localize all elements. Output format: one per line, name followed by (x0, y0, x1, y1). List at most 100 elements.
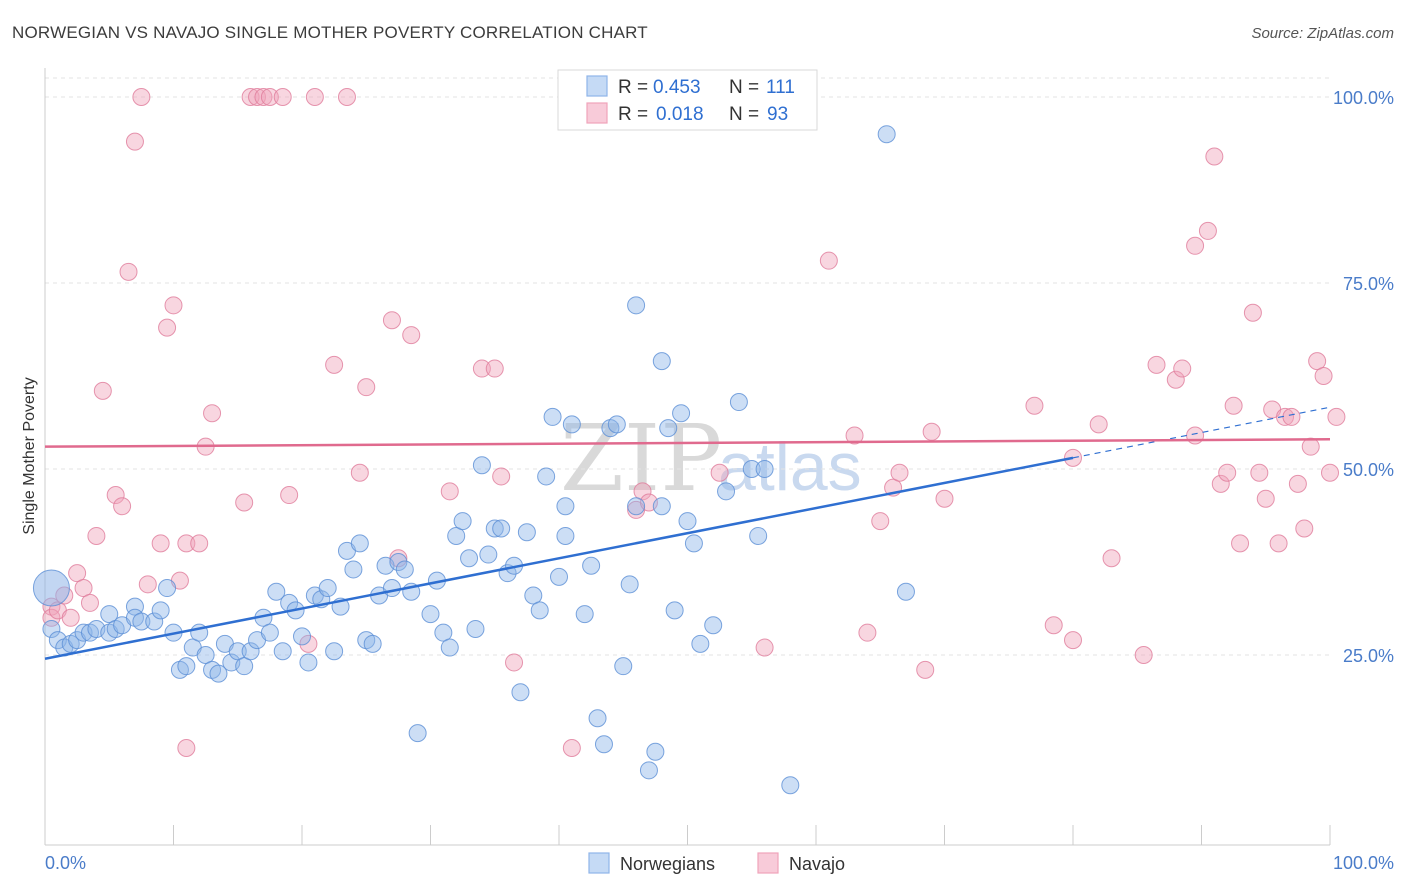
navajo-point (241, 88, 260, 106)
legend-r-value-1: 0.018 (656, 104, 704, 125)
legend-swatch-norwegians (588, 852, 610, 874)
navajo-point (922, 422, 941, 441)
norwegians-point (177, 657, 196, 676)
legend-r-value-0: 0.453 (653, 77, 701, 98)
norwegians-point (620, 575, 639, 594)
navajo-point (1276, 407, 1295, 426)
navajo-point (1269, 534, 1288, 553)
navajo-point (1224, 396, 1243, 415)
legend-n-value-0: 111 (766, 77, 795, 98)
navajo-point (158, 318, 177, 337)
legend-n-label-1: N = (729, 104, 759, 125)
navajo-point (755, 638, 774, 657)
norwegians-point (235, 657, 254, 676)
navajo-point (1211, 474, 1230, 493)
navajo-point (350, 463, 369, 482)
norwegians-point (434, 623, 453, 642)
norwegians-point (241, 642, 260, 661)
norwegians-point (652, 352, 671, 371)
legend-label-norwegians: Norwegians (620, 854, 715, 874)
y-tick-label: 75.0% (1343, 274, 1394, 294)
norwegians-point (588, 709, 607, 728)
navajo-point (382, 311, 401, 330)
norwegians-point (228, 642, 247, 661)
norwegians-point (472, 456, 491, 475)
navajo-point (710, 463, 729, 482)
navajo-point (1231, 534, 1250, 553)
norwegians-point (627, 497, 646, 516)
norwegians-point (684, 534, 703, 553)
y-tick-labels: 25.0% 50.0% 75.0% 100.0% (1333, 88, 1394, 666)
norwegians-point (639, 761, 658, 780)
norwegians-point (440, 638, 459, 657)
norwegians-point (42, 619, 61, 638)
norwegians-trend-line (44, 456, 1074, 660)
stats-legend: R = 0.453 N = 111 R = 0.018 N = 93 (557, 69, 818, 131)
navajo-point (203, 404, 222, 423)
norwegians-point (594, 735, 613, 754)
navajo-trend-line (44, 437, 1331, 448)
norwegians-point (196, 646, 215, 664)
norwegians-point (652, 497, 671, 516)
norwegians-point (729, 393, 748, 412)
norwegians-point (389, 553, 408, 571)
norwegians-point (325, 642, 344, 661)
legend-n-value-1: 93 (767, 104, 788, 125)
navajo-point (1295, 519, 1314, 538)
norwegians-point (877, 125, 896, 144)
navajo-point (177, 739, 196, 757)
legend-r-label-0: R = (618, 77, 648, 98)
norwegians-point (672, 404, 691, 423)
norwegians-point (479, 545, 498, 564)
norwegians-point (267, 582, 286, 601)
navajo-point (1218, 463, 1237, 482)
norwegians-point (460, 549, 479, 568)
chart-source: Source: ZipAtlas.com (1251, 25, 1394, 42)
navajo-point (1089, 415, 1108, 434)
navajo-point (1308, 352, 1327, 371)
norwegians-point (530, 601, 549, 620)
navajo-point (1327, 407, 1346, 426)
navajo-point (1250, 463, 1269, 482)
navajo-point (1243, 303, 1262, 322)
norwegians-point (485, 519, 504, 538)
norwegians-point (273, 642, 292, 661)
norwegians-point (158, 579, 177, 598)
y-tick-label: 25.0% (1343, 646, 1394, 666)
navajo-point (871, 512, 890, 531)
norwegians-point (896, 582, 915, 601)
navajo-point (1044, 616, 1063, 635)
navajo-point (1025, 396, 1044, 415)
navajo-point (74, 579, 93, 598)
norwegians-point (344, 560, 363, 579)
navajo-point (273, 88, 292, 106)
navajo-point (1134, 646, 1153, 664)
navajo-point (280, 486, 299, 505)
grid-lines (45, 77, 1330, 656)
norwegians-point (511, 683, 530, 702)
norwegians-point (781, 776, 800, 795)
navajo-point (819, 251, 838, 270)
norwegians-point (408, 724, 427, 743)
norwegians-point (145, 612, 164, 631)
navajo-point (119, 262, 138, 281)
norwegians-point (293, 627, 311, 646)
navajo-point (505, 653, 524, 672)
legend-swatch-navajo (757, 852, 779, 874)
navajo-point (492, 467, 511, 486)
y-axis-title: Single Mother Poverty (21, 377, 38, 534)
norwegians-point (543, 407, 562, 426)
norwegians-point (447, 526, 466, 545)
x-tick-label-min: 0.0% (45, 853, 86, 873)
norwegians-point (556, 526, 575, 545)
navajo-point (93, 381, 112, 400)
navajo-point (164, 296, 183, 315)
navajo-legend-swatch (586, 102, 608, 124)
navajo-point (1288, 474, 1307, 493)
navajo-point (106, 486, 125, 505)
norwegians-point (575, 605, 594, 624)
norwegians-point (517, 523, 536, 542)
navajo-point (1102, 549, 1121, 568)
watermark-zip: ZIP (560, 405, 722, 512)
